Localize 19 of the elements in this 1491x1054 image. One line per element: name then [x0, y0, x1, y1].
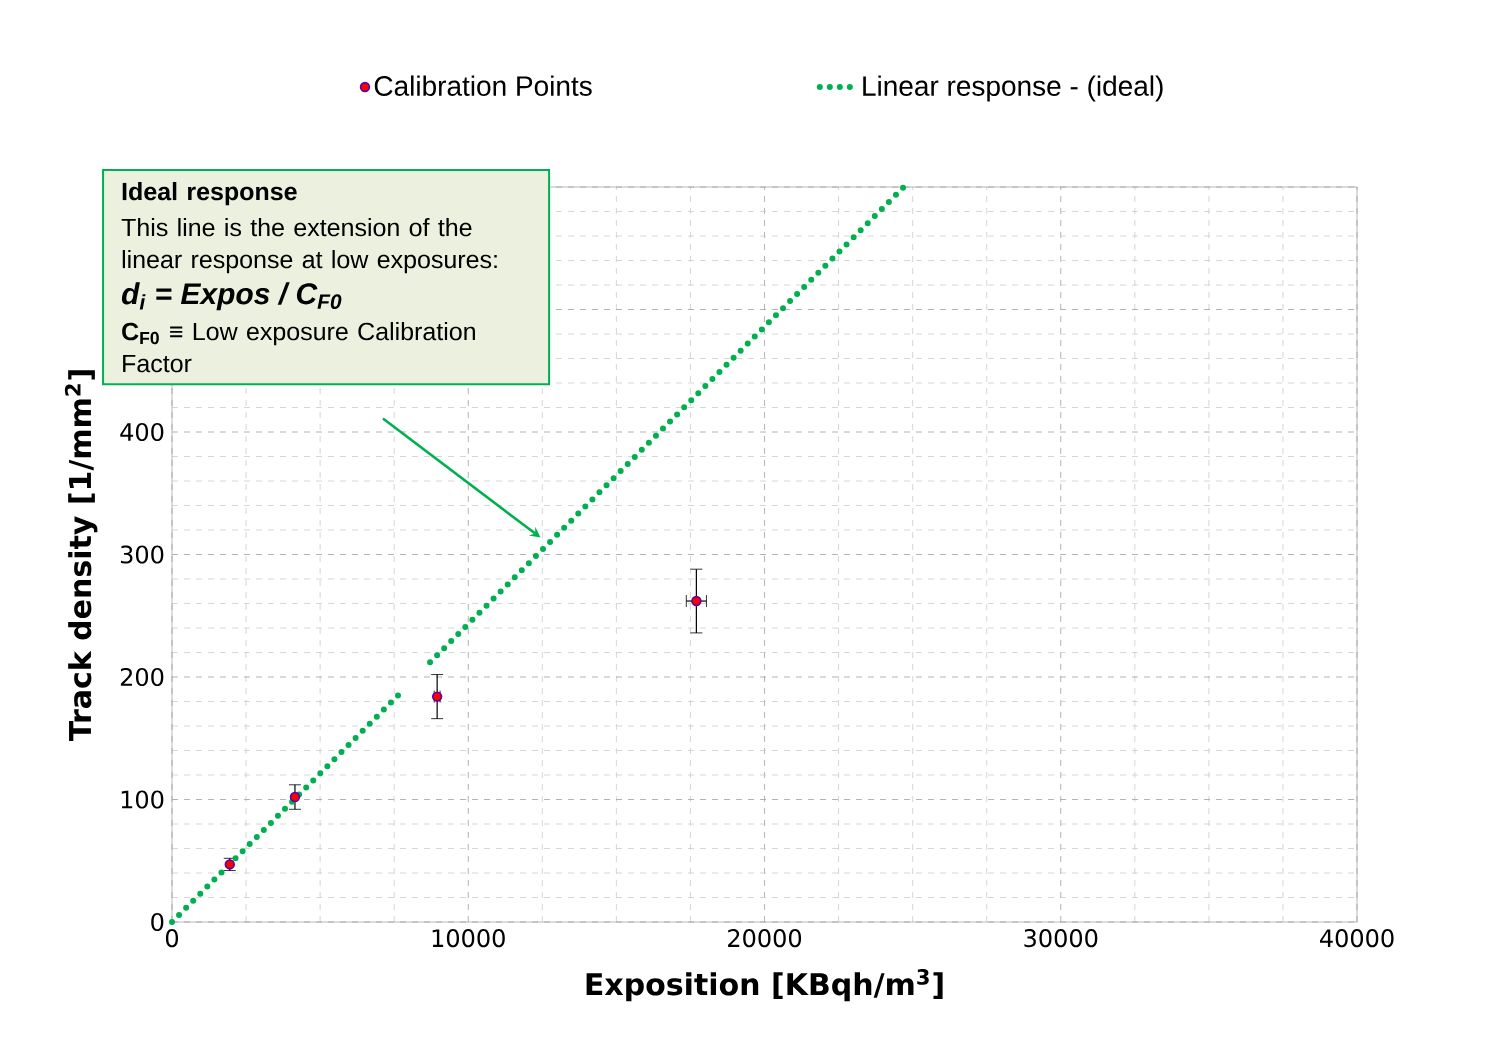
legend-label: Linear response - (ideal)	[863, 75, 1163, 102]
x-tick-label: 10000	[432, 929, 505, 948]
annotation: This line is the extension of the linear response at low exposures:	[121, 217, 497, 274]
y-tick-label: 200	[120, 667, 164, 687]
x-tick-label: 40000	[1320, 929, 1394, 948]
x-tick-label: 30000	[1024, 929, 1098, 948]
y-tick-label: 400	[120, 422, 164, 442]
x-axis-title: Exposition [KBqh/m$^{3}$]	[586, 968, 943, 1002]
legend-label: Calibration Points	[374, 75, 592, 96]
annotation: Ideal response	[122, 181, 297, 206]
point	[289, 791, 301, 803]
y-tick-label: 0	[151, 912, 164, 932]
y-tick-label: 300	[120, 545, 164, 564]
annotation: d$_{i}$ = Expos / C$_{F0}$	[121, 282, 342, 311]
x-tick-label: 20000	[728, 929, 802, 948]
y-tick-label: 100	[121, 790, 164, 809]
text: C$_{F0}$ ≡ Low exposure Calibration Factor	[122, 321, 475, 373]
x-tick-label: 0	[165, 929, 179, 948]
y-axis-title: Track density [1/mm$^{2}$]	[64, 370, 98, 742]
